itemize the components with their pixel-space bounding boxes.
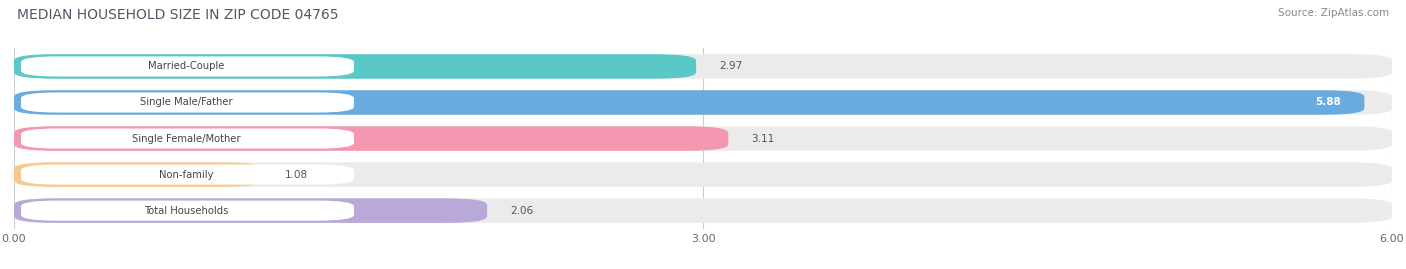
Text: Total Households: Total Households: [143, 206, 229, 216]
FancyBboxPatch shape: [21, 93, 354, 112]
Text: Single Male/Father: Single Male/Father: [141, 97, 232, 108]
FancyBboxPatch shape: [14, 198, 1392, 223]
Text: 2.06: 2.06: [510, 206, 533, 216]
Text: 5.88: 5.88: [1316, 97, 1341, 108]
FancyBboxPatch shape: [14, 54, 1392, 79]
Text: Source: ZipAtlas.com: Source: ZipAtlas.com: [1278, 8, 1389, 18]
FancyBboxPatch shape: [14, 162, 262, 187]
Text: 3.11: 3.11: [751, 133, 775, 144]
FancyBboxPatch shape: [14, 198, 486, 223]
Text: 2.97: 2.97: [718, 61, 742, 72]
Text: Single Female/Mother: Single Female/Mother: [132, 133, 240, 144]
FancyBboxPatch shape: [14, 54, 696, 79]
FancyBboxPatch shape: [21, 201, 354, 221]
FancyBboxPatch shape: [14, 90, 1364, 115]
Text: MEDIAN HOUSEHOLD SIZE IN ZIP CODE 04765: MEDIAN HOUSEHOLD SIZE IN ZIP CODE 04765: [17, 8, 339, 22]
FancyBboxPatch shape: [14, 90, 1392, 115]
FancyBboxPatch shape: [21, 165, 354, 185]
Text: 1.08: 1.08: [285, 169, 308, 180]
FancyBboxPatch shape: [21, 56, 354, 76]
FancyBboxPatch shape: [14, 126, 1392, 151]
Text: Married-Couple: Married-Couple: [148, 61, 225, 72]
FancyBboxPatch shape: [14, 162, 1392, 187]
FancyBboxPatch shape: [14, 126, 728, 151]
Text: Non-family: Non-family: [159, 169, 214, 180]
FancyBboxPatch shape: [21, 129, 354, 148]
